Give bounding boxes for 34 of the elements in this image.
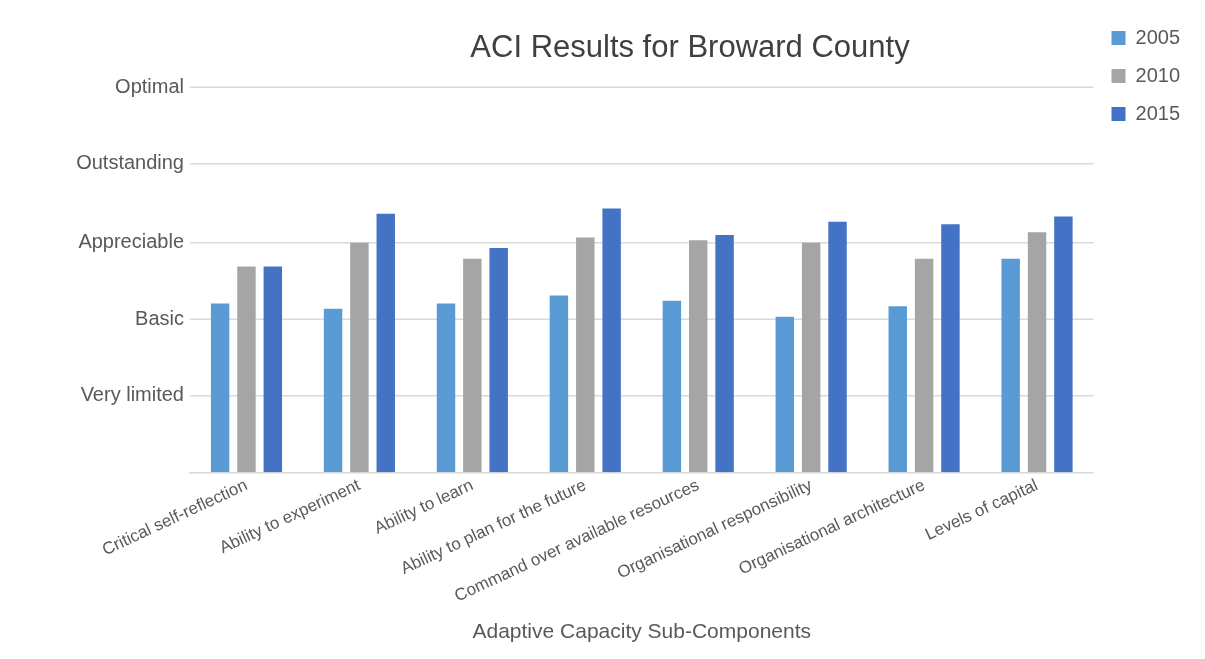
bar bbox=[463, 258, 482, 473]
legend-label: 2005 bbox=[1135, 25, 1181, 48]
bar bbox=[775, 316, 795, 473]
bar bbox=[376, 213, 395, 473]
bar bbox=[801, 242, 821, 473]
ref-line-label: Appreciable bbox=[78, 230, 184, 253]
bar bbox=[602, 208, 621, 473]
bar bbox=[1027, 232, 1047, 473]
bar bbox=[436, 303, 456, 473]
ref-line-label: Optimal bbox=[115, 74, 184, 97]
bar bbox=[549, 295, 569, 473]
bar bbox=[914, 258, 934, 473]
bar bbox=[662, 300, 682, 473]
bar bbox=[210, 303, 230, 473]
bar bbox=[888, 306, 907, 473]
bar bbox=[323, 308, 343, 473]
legend-label: 2010 bbox=[1135, 63, 1181, 86]
ref-line-label: Outstanding bbox=[76, 151, 184, 174]
legend-label: 2015 bbox=[1135, 101, 1181, 124]
ref-line-label: Very limited bbox=[80, 383, 184, 406]
bar bbox=[237, 266, 256, 473]
bar bbox=[941, 224, 960, 473]
bar bbox=[828, 221, 847, 473]
bar bbox=[263, 266, 283, 473]
bar bbox=[489, 248, 508, 473]
bar bbox=[1001, 258, 1020, 473]
bar bbox=[689, 240, 708, 473]
bar bbox=[715, 234, 734, 473]
ref-line-label: Basic bbox=[135, 306, 184, 329]
x-axis-title: Adaptive Capacity Sub-Components bbox=[472, 619, 812, 643]
bar bbox=[350, 242, 369, 473]
bar bbox=[1054, 216, 1073, 473]
chart-title: ACI Results for Broward County bbox=[470, 29, 911, 65]
bar bbox=[576, 237, 595, 473]
